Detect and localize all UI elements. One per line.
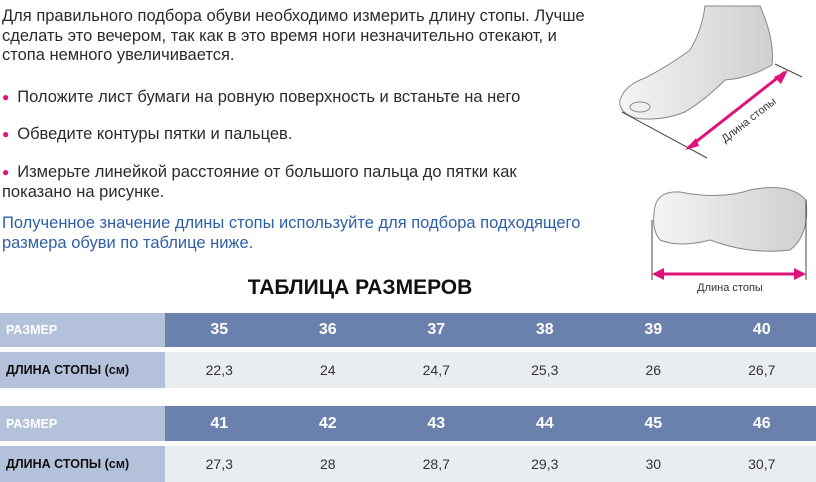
length-cell: 27,3 [205, 456, 233, 472]
size-cell: 36 [318, 321, 337, 338]
bullet-item: ● Обведите контуры пятки и пальцев. [2, 125, 602, 145]
foot-length-label: Длина стопы [719, 95, 778, 145]
length-cell: 26,7 [748, 362, 776, 378]
size-cell: 43 [427, 414, 446, 432]
bullet-item: ● Положите лист бумаги на ровную поверхно… [2, 88, 602, 108]
size-cell: 44 [535, 414, 554, 432]
size-cell: 41 [210, 414, 229, 432]
sole-length-label: Длина стопы [697, 282, 763, 294]
length-cell: 28 [319, 456, 336, 472]
size-cell: 45 [644, 414, 663, 432]
size-cell: 37 [427, 321, 446, 338]
length-cell: 28,7 [422, 456, 450, 472]
bullet-item: ● Измерьте линейкой расстояние от большог… [2, 163, 582, 202]
size-cell: 38 [535, 321, 554, 338]
length-cell: 24 [319, 362, 336, 378]
intro-text: Для правильного подбора обуви необходимо… [2, 7, 585, 64]
length-cell: 30,7 [748, 456, 776, 472]
bullet-text: Измерьте линейкой расстояние от большого… [2, 163, 517, 201]
length-row: ДЛИНА СТОПЫ (см) 22,3 24 24,7 25,3 26 26,7 [0, 352, 816, 388]
foot-side-illustration: Длина стопы [619, 5, 803, 159]
note-text: Полученное значение длины стопы использу… [2, 214, 581, 252]
size-label: РАЗМЕР [0, 406, 165, 441]
length-cell: 30 [645, 456, 662, 472]
size-cell: 42 [318, 414, 337, 432]
length-cell: 22,3 [205, 362, 233, 378]
length-label: ДЛИНА СТОПЫ (см) [0, 446, 165, 482]
length-label: ДЛИНА СТОПЫ (см) [0, 352, 165, 388]
bullet-icon: ● [2, 165, 10, 179]
size-cell: 39 [644, 321, 663, 338]
length-cell: 24,7 [422, 362, 450, 378]
length-row: ДЛИНА СТОПЫ (см) 27,3 28 28,7 29,3 30 30,7 [0, 446, 816, 482]
bullet-text: Положите лист бумаги на ровную поверхнос… [17, 88, 521, 106]
table-title: ТАБЛИЦА РАЗМЕРОВ [247, 276, 473, 299]
bullet-icon: ● [2, 127, 10, 141]
size-row: РАЗМЕР 35 36 37 38 39 40 [0, 313, 816, 347]
foot-sole-illustration: Длина стопы [651, 187, 808, 294]
bullet-text: Обведите контуры пятки и пальцев. [17, 125, 293, 143]
bullet-icon: ● [2, 90, 10, 104]
size-label: РАЗМЕР [0, 313, 165, 347]
length-cell: 29,3 [531, 456, 559, 472]
size-cell: 46 [752, 414, 771, 432]
size-cell: 35 [210, 321, 229, 338]
size-row: РАЗМЕР 41 42 43 44 45 46 [0, 406, 816, 441]
length-cell: 25,3 [531, 362, 559, 378]
length-cell: 26 [645, 362, 662, 378]
size-cell: 40 [752, 321, 771, 338]
